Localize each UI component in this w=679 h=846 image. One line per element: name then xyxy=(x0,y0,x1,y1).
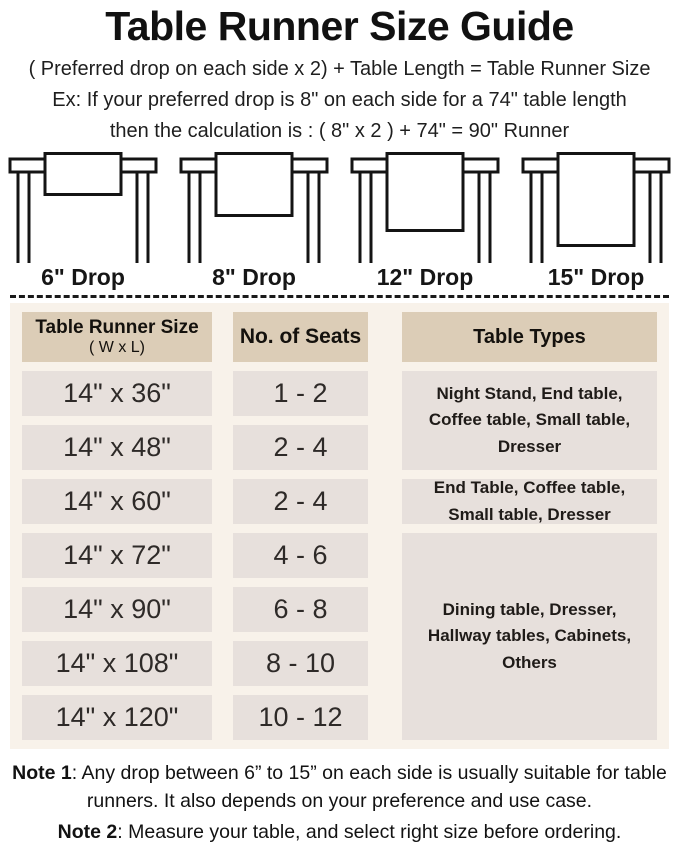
drop-label-8in: 8" Drop xyxy=(212,264,296,291)
note-1-text: : Any drop between 6” to 15” on each sid… xyxy=(71,762,667,813)
column-header-runner-size: Table Runner Size ( W x L) xyxy=(22,312,212,363)
example-line-1: Ex: If your preferred drop is 8" on each… xyxy=(52,89,627,112)
column-header-table-types: Table Types xyxy=(402,312,657,363)
seats-cell: 8 - 10 xyxy=(233,641,368,687)
drop-label-6in: 6" Drop xyxy=(41,264,125,291)
note-2-label: Note 2 xyxy=(57,820,118,843)
runner-size-cell: 14" x 90" xyxy=(22,587,212,633)
table-illustration-8in-drop xyxy=(179,152,329,264)
seats-cell: 10 - 12 xyxy=(233,695,368,741)
example-line-2: then the calculation is : ( 8" x 2 ) + 7… xyxy=(109,120,570,143)
drop-illustrations xyxy=(0,151,679,264)
table-illustration-15in-drop xyxy=(521,152,671,264)
table-illustration-6in-drop xyxy=(8,152,158,264)
table-illustration-12in-drop xyxy=(350,152,500,264)
note-1: Note 1: Any drop between 6” to 15” on ea… xyxy=(0,759,679,816)
note-2-text: : Measure your table, and select right s… xyxy=(117,820,622,843)
runner-size-cell: 14" x 72" xyxy=(22,533,212,579)
seats-cell: 1 - 2 xyxy=(233,371,368,417)
table-types-cell-medium: End Table, Coffee table, Small table, Dr… xyxy=(402,478,657,525)
note-2: Note 2: Measure your table, and select r… xyxy=(0,818,679,846)
drop-label-12in: 12" Drop xyxy=(376,264,474,291)
table-types-cell-large: Dining table, Dresser, Hallway tables, C… xyxy=(402,533,657,741)
seats-cell: 4 - 6 xyxy=(233,533,368,579)
drop-labels-row: 6" Drop 8" Drop 12" Drop 15" Drop xyxy=(0,264,679,291)
runner-size-cell: 14" x 36" xyxy=(22,371,212,417)
note-1-label: Note 1 xyxy=(12,762,72,785)
runner-size-cell: 14" x 48" xyxy=(22,425,212,471)
runner-size-cell: 14" x 120" xyxy=(22,695,212,741)
page-title: Table Runner Size Guide xyxy=(105,3,574,49)
seats-cell: 2 - 4 xyxy=(233,479,368,525)
formula-text: ( Preferred drop on each side x 2) + Tab… xyxy=(28,58,651,81)
dashed-divider xyxy=(10,295,669,299)
runner-size-cell: 14" x 108" xyxy=(22,641,212,687)
seats-cell: 2 - 4 xyxy=(233,425,368,471)
header: Table Runner Size Guide ( Preferred drop… xyxy=(0,0,679,143)
column-header-runner-size-title: Table Runner Size xyxy=(35,316,199,338)
table-types-cell-small: Night Stand, End table, Coffee table, Sm… xyxy=(402,371,657,471)
drop-label-15in: 15" Drop xyxy=(547,264,645,291)
seats-cell: 6 - 8 xyxy=(233,587,368,633)
column-header-runner-size-subtitle: ( W x L) xyxy=(89,338,145,356)
runner-size-cell: 14" x 60" xyxy=(22,479,212,525)
size-table: Table Runner Size ( W x L) No. of Seats … xyxy=(10,303,669,750)
column-header-seats: No. of Seats xyxy=(233,312,368,363)
notes-section: Note 1: Any drop between 6” to 15” on ea… xyxy=(0,759,679,846)
